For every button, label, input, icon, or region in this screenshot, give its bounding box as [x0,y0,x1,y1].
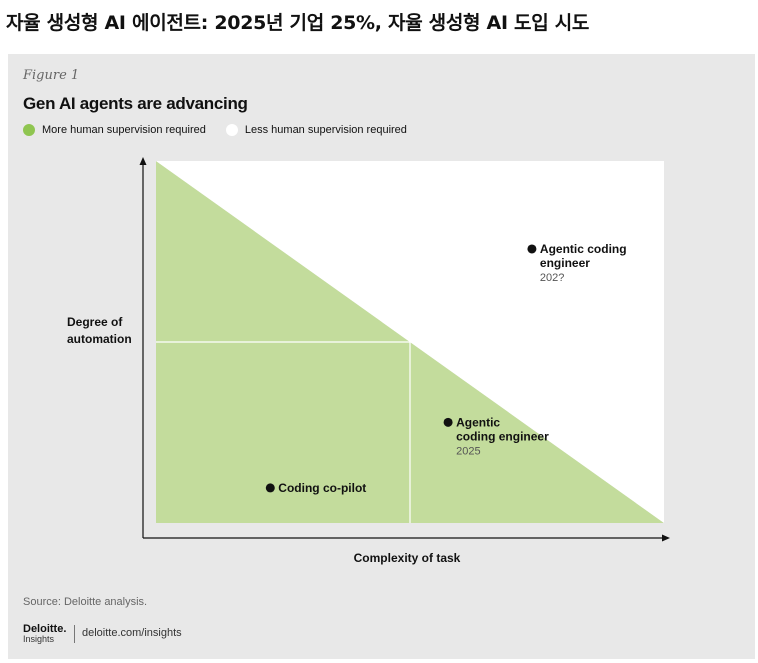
data-point [527,244,537,254]
y-axis-label-line: automation [67,332,132,346]
data-point [265,483,275,493]
deloitte-insights-logo: Deloitte. Insights [23,623,67,645]
logo-subtitle: Insights [23,634,55,644]
chart-title: Gen AI agents are advancing [23,94,248,113]
data-point [443,417,453,427]
chart-legend: More human supervision required Less hum… [23,124,427,136]
source-note: Source: Deloitte analysis. [23,596,148,608]
data-point-label: Coding co-pilot [278,481,366,495]
site-link[interactable]: deloitte.com/insights [82,627,182,639]
data-point-label: coding engineer [456,429,549,443]
legend-item-less-supervision: Less human supervision required [225,124,407,136]
legend-item-more-supervision: More human supervision required [23,124,206,136]
legend-label-less-supervision: Less human supervision required [244,124,407,136]
page-headline: 자율 생성형 AI 에이전트: 2025년 기업 25%, 자율 생성형 AI … [6,12,590,34]
x-axis-arrow-icon [662,534,670,542]
data-point-label: engineer [540,256,590,270]
data-point-label: Agentic coding [540,242,627,256]
y-axis-arrow-icon [139,157,147,165]
figure-label: Figure 1 [23,68,80,83]
legend-label-more-supervision: More human supervision required [42,124,206,136]
y-axis-label-line: Degree of [67,315,123,329]
legend-swatch-white [225,124,238,136]
logo-divider [74,625,75,643]
chart-svg: Complexity of task Degree of automation Cod… [67,157,670,565]
data-point-year: 202? [540,272,564,284]
x-axis-label: Complexity of task [354,551,461,565]
figure-panel: Figure 1 Gen AI agents are advancing Mor… [8,54,755,659]
data-point-label: Agentic [456,415,500,429]
legend-swatch-green [23,124,35,136]
data-point-year: 2025 [456,445,480,457]
logo-wordmark: Deloitte. [23,623,67,635]
